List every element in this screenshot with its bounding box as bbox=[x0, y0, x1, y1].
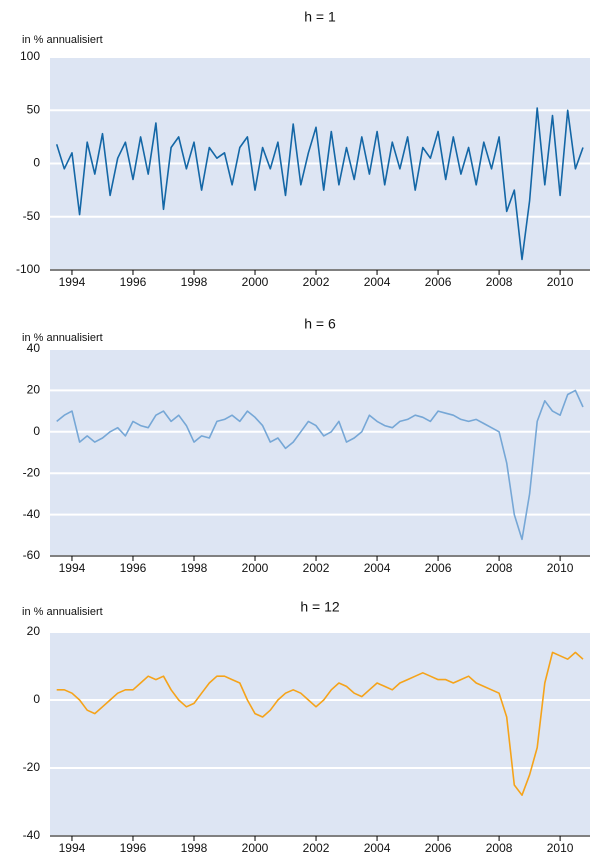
x-tick-label: 1998 bbox=[181, 275, 208, 289]
line-series bbox=[56, 651, 584, 796]
x-tick-label: 1996 bbox=[120, 561, 147, 575]
x-tick-label: 2006 bbox=[425, 561, 452, 575]
x-tick-label: 2010 bbox=[547, 275, 574, 289]
x-tick-label: 1994 bbox=[59, 275, 86, 289]
x-tick-label: 1994 bbox=[59, 561, 86, 575]
plot-background bbox=[50, 349, 590, 556]
x-tick-label: 2008 bbox=[486, 275, 513, 289]
x-tick-label: 1996 bbox=[120, 275, 147, 289]
x-tick-label: 2010 bbox=[547, 561, 574, 575]
y-axis-label: in % annualisiert bbox=[22, 606, 103, 618]
y-tick-label: 0 bbox=[33, 692, 40, 706]
x-tick-label: 2006 bbox=[425, 841, 452, 855]
y-tick-label: 50 bbox=[27, 102, 41, 116]
x-tick-label: 1994 bbox=[59, 841, 86, 855]
chart-title: h = 1 bbox=[304, 9, 336, 25]
y-tick-label: -50 bbox=[23, 209, 41, 223]
x-tick-label: 2000 bbox=[242, 275, 269, 289]
y-tick-label: -100 bbox=[16, 262, 40, 276]
y-tick-label: 20 bbox=[27, 383, 41, 397]
y-axis-label: in % annualisiert bbox=[22, 332, 103, 344]
x-tick-label: 1996 bbox=[120, 841, 147, 855]
x-tick-label: 2002 bbox=[303, 275, 330, 289]
y-tick-label: 0 bbox=[33, 424, 40, 438]
x-tick-label: 2008 bbox=[486, 841, 513, 855]
line-series bbox=[56, 389, 584, 541]
y-tick-label: 40 bbox=[27, 341, 41, 355]
x-tick-label: 2010 bbox=[547, 841, 574, 855]
x-tick-label: 2002 bbox=[303, 561, 330, 575]
x-tick-label: 2004 bbox=[364, 841, 391, 855]
line-series bbox=[55, 107, 584, 261]
y-tick-label: 100 bbox=[20, 49, 40, 63]
x-tick-label: 2002 bbox=[303, 841, 330, 855]
x-tick-label: 2004 bbox=[364, 561, 391, 575]
chart-title: h = 6 bbox=[304, 316, 336, 332]
x-tick-label: 2008 bbox=[486, 561, 513, 575]
y-tick-label: -20 bbox=[23, 465, 41, 479]
x-tick-label: 1998 bbox=[181, 561, 208, 575]
x-tick-label: 2000 bbox=[242, 561, 269, 575]
y-tick-label: -40 bbox=[23, 507, 41, 521]
x-tick-label: 2006 bbox=[425, 275, 452, 289]
x-tick-label: 2004 bbox=[364, 275, 391, 289]
y-tick-label: 0 bbox=[33, 156, 40, 170]
chart-title: h = 12 bbox=[300, 599, 340, 615]
x-tick-label: 2000 bbox=[242, 841, 269, 855]
y-tick-label: -20 bbox=[23, 760, 41, 774]
y-tick-label: -60 bbox=[23, 548, 41, 562]
y-tick-label: -40 bbox=[23, 828, 41, 842]
plot-background bbox=[50, 632, 590, 836]
x-tick-label: 1998 bbox=[181, 841, 208, 855]
y-axis-label: in % annualisiert bbox=[22, 34, 103, 46]
y-tick-label: 20 bbox=[27, 624, 41, 638]
